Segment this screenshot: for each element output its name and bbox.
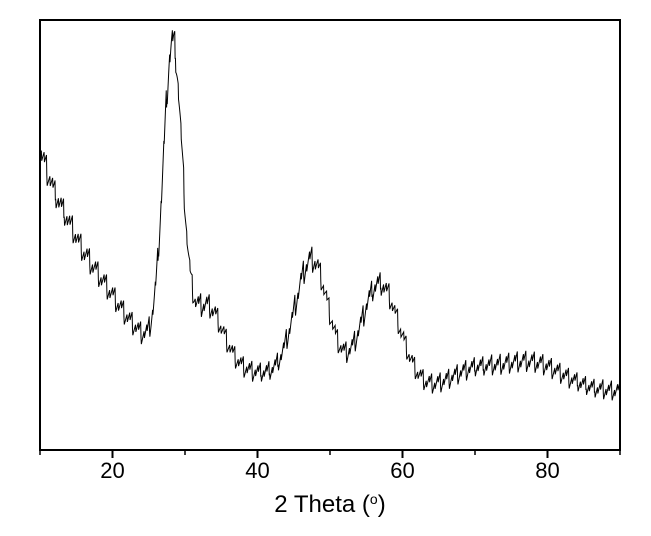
chart-svg: 20 40 60 80 2 Theta (o) (0, 0, 651, 536)
xrd-chart: 20 40 60 80 2 Theta (o) (0, 0, 651, 536)
svg-text:60: 60 (390, 458, 414, 483)
svg-text:40: 40 (245, 458, 269, 483)
xrd-pattern-line (40, 30, 620, 400)
svg-text:20: 20 (100, 458, 124, 483)
svg-text:80: 80 (535, 458, 559, 483)
svg-text:2 Theta (o): 2 Theta (o) (274, 491, 385, 518)
